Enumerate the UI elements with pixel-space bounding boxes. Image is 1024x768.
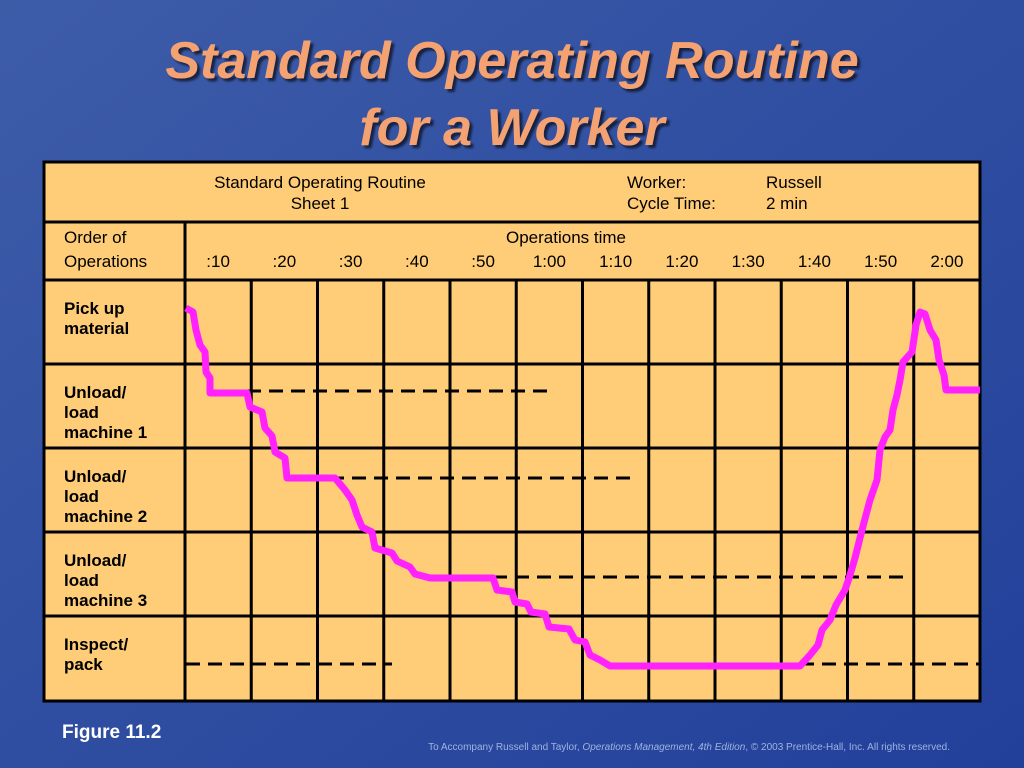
time-label: 1:40 — [798, 252, 831, 271]
row-label: machine 3 — [64, 591, 147, 610]
time-label: 1:30 — [732, 252, 765, 271]
table — [42, 160, 982, 703]
time-label: :20 — [273, 252, 297, 271]
row-label: load — [64, 571, 99, 590]
time-label: 1:50 — [864, 252, 897, 271]
row-label: Unload/ — [64, 467, 127, 486]
header-text: Standard Operating Routine — [214, 173, 426, 192]
time-label: :40 — [405, 252, 429, 271]
row-label: Unload/ — [64, 551, 127, 570]
time-label: 1:20 — [665, 252, 698, 271]
time-label: :30 — [339, 252, 363, 271]
figure-label: Figure 11.2 — [62, 722, 161, 743]
time-label: 1:00 — [533, 252, 566, 271]
column-header: Operations time — [506, 228, 626, 247]
header-text: 2 min — [766, 194, 808, 213]
footer-part: Operations Management, 4th Edition — [582, 742, 745, 753]
title-line: for a Worker — [359, 99, 667, 157]
row-label: Inspect/ — [64, 635, 129, 654]
time-label: :10 — [206, 252, 230, 271]
header-text: Cycle Time: — [627, 194, 716, 213]
footer-part: To Accompany Russell and Taylor, — [428, 742, 582, 753]
header-text: Sheet 1 — [291, 194, 350, 213]
header-text: Worker: — [627, 173, 686, 192]
row-label: machine 2 — [64, 507, 147, 526]
footer-part: , © 2003 Prentice-Hall, Inc. All rights … — [745, 742, 950, 753]
column-header: Operations — [64, 252, 147, 271]
time-label: 2:00 — [930, 252, 963, 271]
dashed-lines — [186, 389, 980, 666]
row-label: Unload/ — [64, 383, 127, 402]
footer: To Accompany Russell and Taylor, Operati… — [428, 742, 950, 753]
header-text: Russell — [766, 173, 822, 192]
row-label: load — [64, 487, 99, 506]
row-label: pack — [64, 655, 103, 674]
row-label: Pick up — [64, 299, 124, 318]
worker-path — [184, 304, 980, 670]
title-line: Standard Operating Routine — [165, 32, 858, 90]
row-label: load — [64, 403, 99, 422]
column-header: Order of — [64, 228, 127, 247]
time-label: 1:10 — [599, 252, 632, 271]
time-label: :50 — [471, 252, 495, 271]
row-label: material — [64, 319, 129, 338]
row-label: machine 1 — [64, 423, 147, 442]
